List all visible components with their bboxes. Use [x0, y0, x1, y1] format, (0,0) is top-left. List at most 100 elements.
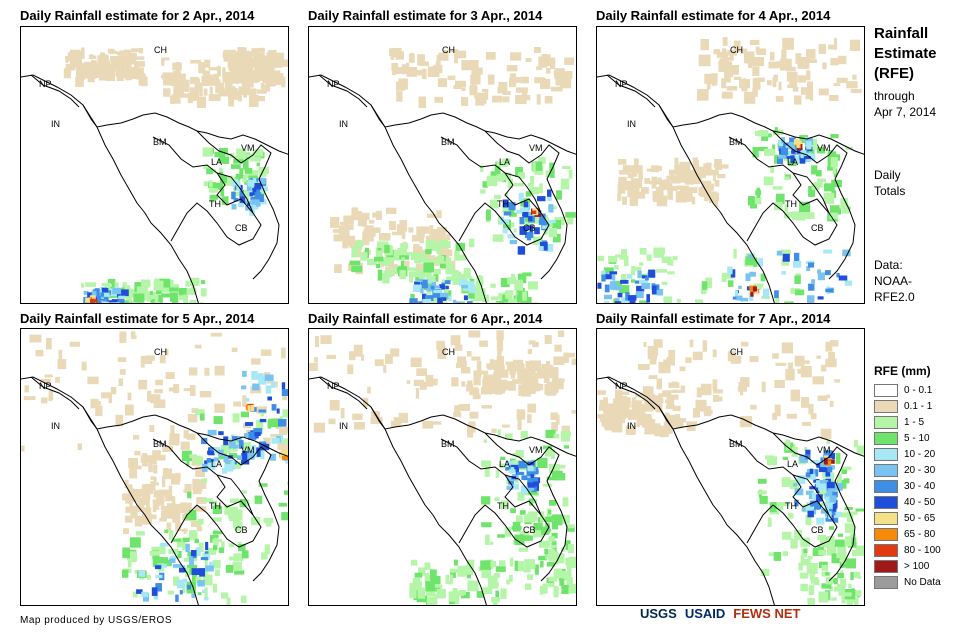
rainfall-cell [351, 246, 358, 258]
rainfall-cell [834, 38, 838, 50]
rainfall-cell [793, 155, 799, 163]
rainfall-cell [818, 44, 827, 54]
rainfall-cell [617, 184, 626, 194]
rainfall-cell [801, 558, 811, 566]
rainfall-cell [828, 459, 835, 464]
rainfall-cell [729, 52, 734, 60]
rainfall-cell [692, 351, 703, 361]
rainfall-cell [744, 91, 756, 104]
rainfall-cell [164, 529, 168, 534]
rainfall-cell [148, 464, 153, 473]
rainfall-cell [473, 377, 481, 386]
rainfall-cell [708, 169, 719, 176]
rainfall-cell [784, 176, 790, 181]
rainfall-cell [237, 202, 244, 207]
rainfall-cell [753, 283, 764, 288]
rainfall-cell [430, 285, 435, 290]
rainfall-cell [781, 271, 786, 275]
rainfall-cell [516, 561, 524, 572]
rainfall-cell [747, 196, 755, 206]
rainfall-cell [661, 256, 672, 263]
rainfall-cell [553, 356, 565, 366]
rainfall-cell [431, 294, 442, 303]
rainfall-cell [532, 531, 543, 538]
rainfall-cell [651, 176, 658, 182]
rainfall-cell [666, 399, 675, 409]
rainfall-cell [197, 580, 205, 587]
rainfall-cell [281, 449, 288, 456]
rainfall-cell [817, 147, 826, 154]
rainfall-cell [446, 241, 451, 249]
legend-row: 65 - 80 [874, 526, 941, 542]
legend-row: 0.1 - 1 [874, 398, 941, 414]
rainfall-cell [482, 181, 488, 188]
rainfall-cell [63, 68, 71, 79]
rainfall-cell [727, 351, 737, 362]
rainfall-cell [435, 237, 448, 242]
rainfall-cell [138, 505, 145, 512]
rainfall-cell [659, 179, 671, 190]
rainfall-cell [228, 453, 238, 459]
rainfall-cell [490, 360, 502, 367]
rainfall-cell [620, 279, 629, 284]
rainfall-cell [370, 416, 383, 424]
rainfall-cell [714, 179, 720, 187]
rainfall-cell [641, 187, 649, 194]
country-label: LA [211, 459, 222, 469]
rainfall-cell [760, 273, 766, 282]
rainfall-cell [141, 492, 151, 501]
rainfall-cell [646, 294, 650, 303]
rainfall-cell [423, 262, 434, 273]
rainfall-cell [118, 53, 125, 59]
rainfall-cell [105, 74, 115, 82]
rainfall-cell [763, 176, 774, 186]
rainfall-cell [172, 514, 176, 523]
rainfall-cell [209, 447, 214, 451]
rainfall-cell [155, 583, 162, 592]
rainfall-cell [552, 219, 562, 230]
rainfall-cell [733, 248, 737, 259]
rainfall-cell [233, 553, 244, 562]
rainfall-cell [846, 512, 854, 523]
rainfall-cell [494, 573, 501, 578]
rainfall-cell [837, 533, 844, 537]
rainfall-cell [821, 550, 827, 556]
rainfall-cell [828, 453, 835, 460]
rainfall-cell [247, 62, 252, 74]
rainfall-cell [822, 62, 827, 70]
rainfall-cell [482, 587, 493, 594]
rainfall-cell [374, 256, 384, 262]
rainfall-cell [170, 473, 180, 485]
rainfall-cell [126, 285, 131, 291]
rainfall-cell [219, 148, 228, 155]
rainfall-cell [138, 48, 144, 54]
rainfall-cell [609, 281, 617, 290]
rainfall-cell [247, 405, 251, 412]
rainfall-cell [177, 551, 182, 559]
rainfall-cell [152, 450, 161, 461]
rainfall-cell [223, 50, 233, 62]
rainfall-cell [792, 87, 799, 92]
rainfall-cell [461, 381, 466, 387]
rainfall-cell [785, 368, 795, 381]
rainfall-cell [622, 165, 635, 173]
rainfall-cell [563, 352, 569, 363]
rainfall-cell [468, 281, 475, 286]
rainfall-map-apr-3: CH NP IN BM LA VM TH CB [308, 26, 577, 304]
rainfall-cell [807, 59, 817, 63]
rainfall-cell [470, 299, 474, 303]
rainfall-cell [517, 492, 525, 501]
rainfall-cell [385, 354, 393, 364]
rainfall-cell [714, 159, 719, 166]
rainfall-cell [850, 572, 854, 581]
rainfall-cell [250, 157, 261, 162]
rainfall-cell [260, 450, 265, 460]
rainfall-cell [721, 78, 727, 89]
rainfall-cell [529, 360, 542, 372]
rainfall-cell [446, 233, 451, 241]
rainfall-cell [126, 294, 132, 303]
rainfall-cell [537, 457, 548, 468]
rainfall-cell [196, 526, 203, 532]
rainfall-cell [241, 490, 248, 494]
daily-line: Daily [874, 168, 901, 182]
